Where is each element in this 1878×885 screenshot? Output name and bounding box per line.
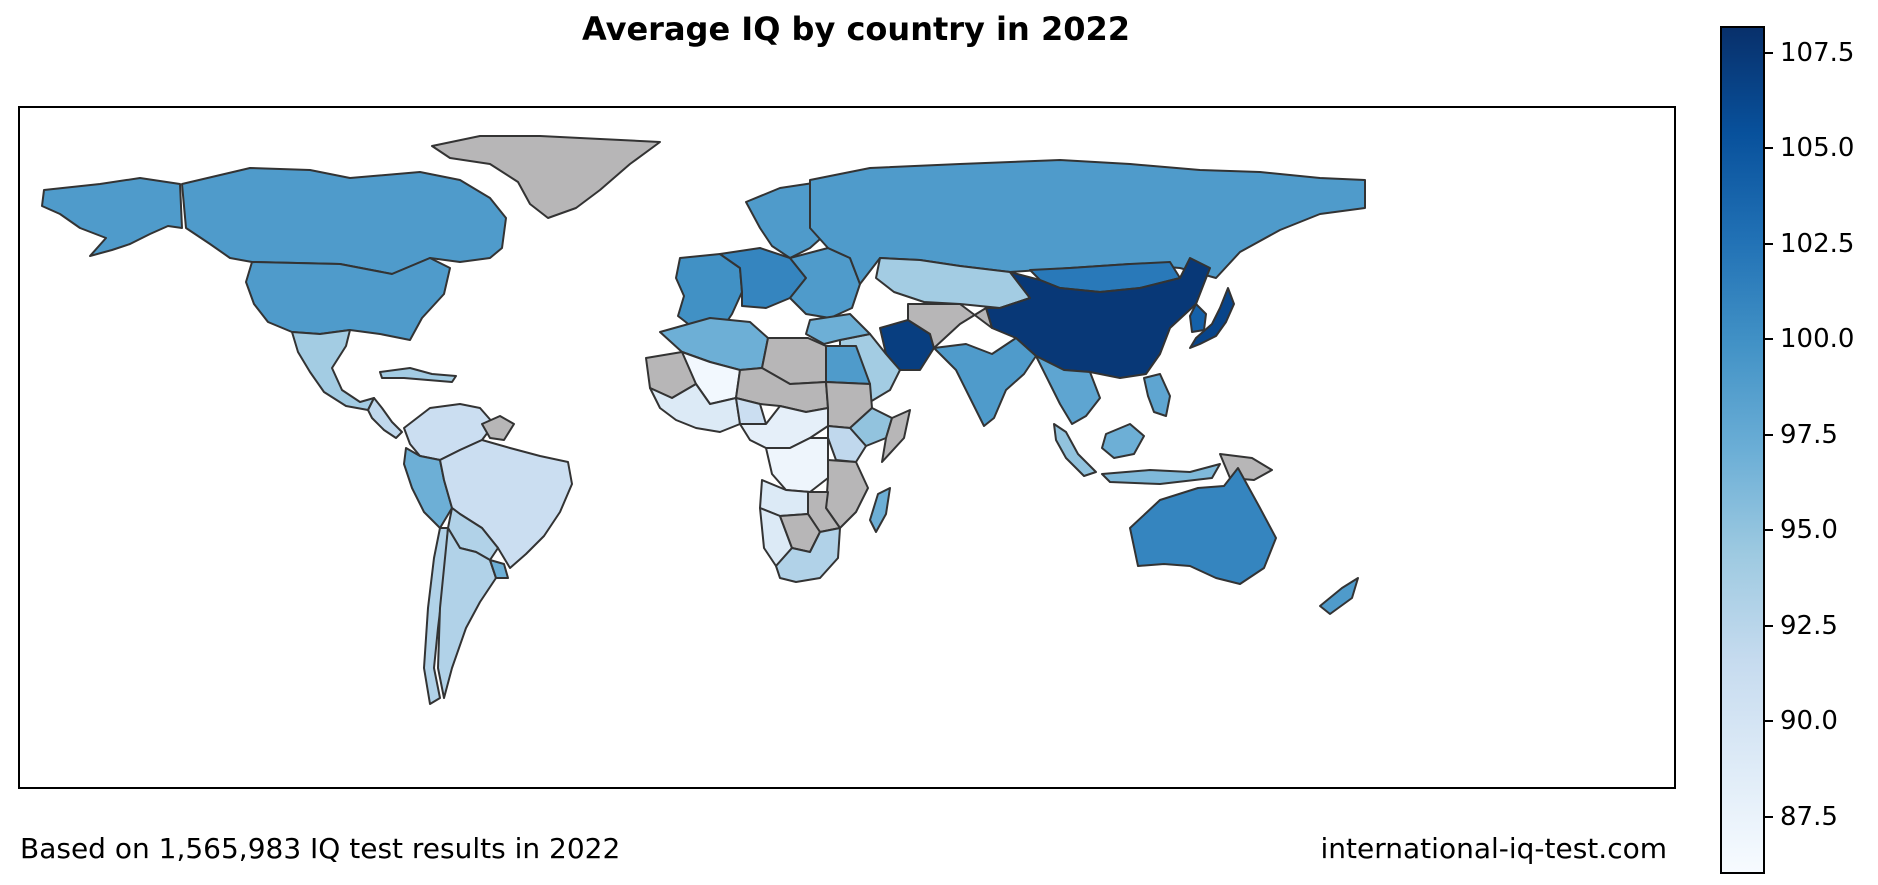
country-southeast-asia bbox=[1035, 355, 1101, 425]
country-india bbox=[933, 337, 1037, 427]
country-argentina bbox=[437, 527, 497, 699]
country-new-zealand bbox=[1319, 577, 1359, 615]
country-afghanistan-central-asia bbox=[907, 303, 993, 349]
colorbar-tick-label: 92.5 bbox=[1780, 610, 1838, 641]
country-central-america bbox=[367, 397, 403, 439]
country-korea bbox=[1189, 303, 1207, 333]
country-philippines bbox=[1143, 373, 1171, 417]
colorbar-tick bbox=[1765, 529, 1773, 532]
country-south-africa bbox=[775, 527, 841, 583]
sample-size-note: Based on 1,565,983 IQ test results in 20… bbox=[20, 832, 621, 865]
country-japan bbox=[1189, 287, 1235, 349]
country-tanzania-mozambique bbox=[825, 459, 869, 529]
world-map bbox=[18, 106, 1676, 789]
colorbar-tick-label: 105.0 bbox=[1780, 133, 1855, 164]
source-credit: international-iq-test.com bbox=[1320, 832, 1667, 865]
colorbar-tick-label: 102.5 bbox=[1780, 228, 1855, 259]
country-united-states bbox=[245, 257, 451, 341]
colorbar-tick bbox=[1765, 720, 1773, 723]
country-cuba-caribbean bbox=[379, 367, 457, 383]
country-central-europe bbox=[719, 247, 807, 309]
colorbar-tick bbox=[1765, 433, 1773, 436]
colorbar-tick bbox=[1765, 815, 1773, 818]
colorbar-tick-label: 100.0 bbox=[1780, 324, 1855, 355]
country-mexico bbox=[291, 329, 375, 411]
colorbar-tick bbox=[1765, 624, 1773, 627]
country-papua-new-guinea bbox=[1219, 453, 1273, 481]
colorbar-tick bbox=[1765, 338, 1773, 341]
colorbar-tick bbox=[1765, 147, 1773, 150]
country-uruguay bbox=[489, 559, 509, 579]
colorbar-tick-label: 97.5 bbox=[1780, 419, 1838, 450]
country-peru-ecuador bbox=[403, 447, 453, 529]
map-title: Average IQ by country in 2022 bbox=[581, 10, 1130, 48]
country-russia bbox=[809, 159, 1366, 285]
country-borneo bbox=[1101, 423, 1145, 459]
country-australia bbox=[1129, 467, 1277, 585]
country-greenland bbox=[431, 135, 661, 219]
colorbar-tick bbox=[1765, 242, 1773, 245]
colorbar-tick-label: 87.5 bbox=[1780, 801, 1838, 832]
colorbar-tick bbox=[1765, 51, 1773, 54]
country-alaska bbox=[41, 177, 183, 257]
country-indonesia bbox=[1101, 463, 1221, 485]
country-malay-peninsula-sumatra bbox=[1053, 423, 1097, 477]
country-middle-east bbox=[805, 313, 871, 345]
colorbar-tick-label: 95.0 bbox=[1780, 515, 1838, 546]
country-canada bbox=[181, 167, 507, 275]
country-guianas bbox=[481, 415, 515, 441]
colorbar-tick-label: 107.5 bbox=[1780, 37, 1855, 68]
country-madagascar bbox=[869, 487, 891, 533]
colorbar bbox=[1720, 26, 1765, 874]
colorbar-tick-label: 90.0 bbox=[1780, 706, 1838, 737]
country-somalia-horn bbox=[881, 409, 911, 463]
